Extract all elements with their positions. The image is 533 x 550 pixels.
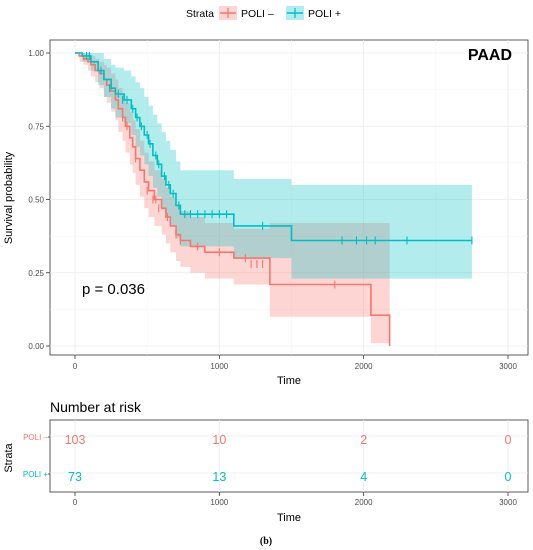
risk-cell: 103 — [65, 433, 86, 447]
risk-x-tick-label: 0 — [73, 498, 78, 507]
y-tick-label: 0.50 — [28, 196, 44, 205]
y-axis-title: Survival probability — [3, 151, 15, 244]
figure-caption: (b) — [260, 536, 272, 547]
risk-cell: 73 — [68, 470, 82, 484]
risk-cell: 13 — [212, 470, 226, 484]
x-tick-label: 1000 — [210, 362, 228, 371]
confidence-bands — [75, 53, 472, 346]
risk-cells: 103 10 2 0 73 13 4 0 — [65, 433, 512, 484]
curve-poli-minus — [75, 52, 391, 346]
curve-poli-plus — [75, 52, 472, 242]
x-tick-label: 2000 — [355, 362, 373, 371]
legend-key-poli-plus — [286, 6, 304, 20]
legend-key-poli-minus — [219, 6, 237, 20]
legend-label-poli-minus: POLI – — [241, 8, 274, 20]
risk-x-tick-label: 2000 — [355, 498, 373, 507]
risk-grid — [50, 420, 528, 492]
risk-strata-labels: POLI – POLI + — [23, 433, 50, 479]
risk-table-panel — [49, 419, 529, 493]
risk-cell: 2 — [360, 433, 367, 447]
risk-x-tick-label: 3000 — [499, 498, 517, 507]
censor-marks — [85, 51, 473, 289]
band-poli-minus — [75, 53, 390, 346]
risk-y-axis-title: Strata — [3, 442, 15, 472]
risk-strata-label: POLI – — [23, 433, 48, 442]
y-tick-label: 1.00 — [28, 49, 44, 58]
grid — [50, 40, 528, 355]
risk-x-axis-title: Time — [277, 512, 301, 524]
x-axis-title: Time — [277, 375, 301, 387]
legend-title: Strata — [186, 8, 214, 20]
p-value: p = 0.036 — [82, 281, 145, 298]
legend-label-poli-plus: POLI + — [308, 8, 341, 20]
band-poli-plus — [75, 53, 472, 279]
survival-curves — [75, 52, 472, 346]
risk-cell: 0 — [505, 433, 512, 447]
x-axis: 0 1000 2000 3000 — [73, 355, 517, 371]
plot-panel — [49, 39, 529, 356]
risk-table-title: Number at risk — [50, 399, 142, 415]
survival-plot: 0.000.250.500.751.00 0 1000 2000 3000 PAAD … — [3, 39, 529, 387]
y-tick-label: 0.25 — [28, 269, 44, 278]
y-tick-label: 0.00 — [28, 342, 44, 351]
legend: Strata POLI – POLI + — [186, 6, 341, 20]
x-tick-label: 0 — [73, 362, 78, 371]
y-axis: 0.00 0.25 0.50 0.75 1.00 — [28, 49, 50, 351]
risk-strata-label: POLI + — [23, 470, 48, 479]
x-tick-label: 3000 — [499, 362, 517, 371]
risk-table: Number at risk 103 10 2 073 13 4 0 POLI –POLI … — [3, 399, 529, 524]
risk-cell: 0 — [505, 470, 512, 484]
risk-x-axis: 0 1000 2000 3000 — [73, 492, 517, 507]
risk-cell: 10 — [212, 433, 226, 447]
risk-x-tick-label: 1000 — [210, 498, 228, 507]
y-tick-label: 0.75 — [28, 122, 44, 131]
risk-cell: 4 — [360, 470, 367, 484]
panel-label: PAAD — [468, 47, 512, 64]
